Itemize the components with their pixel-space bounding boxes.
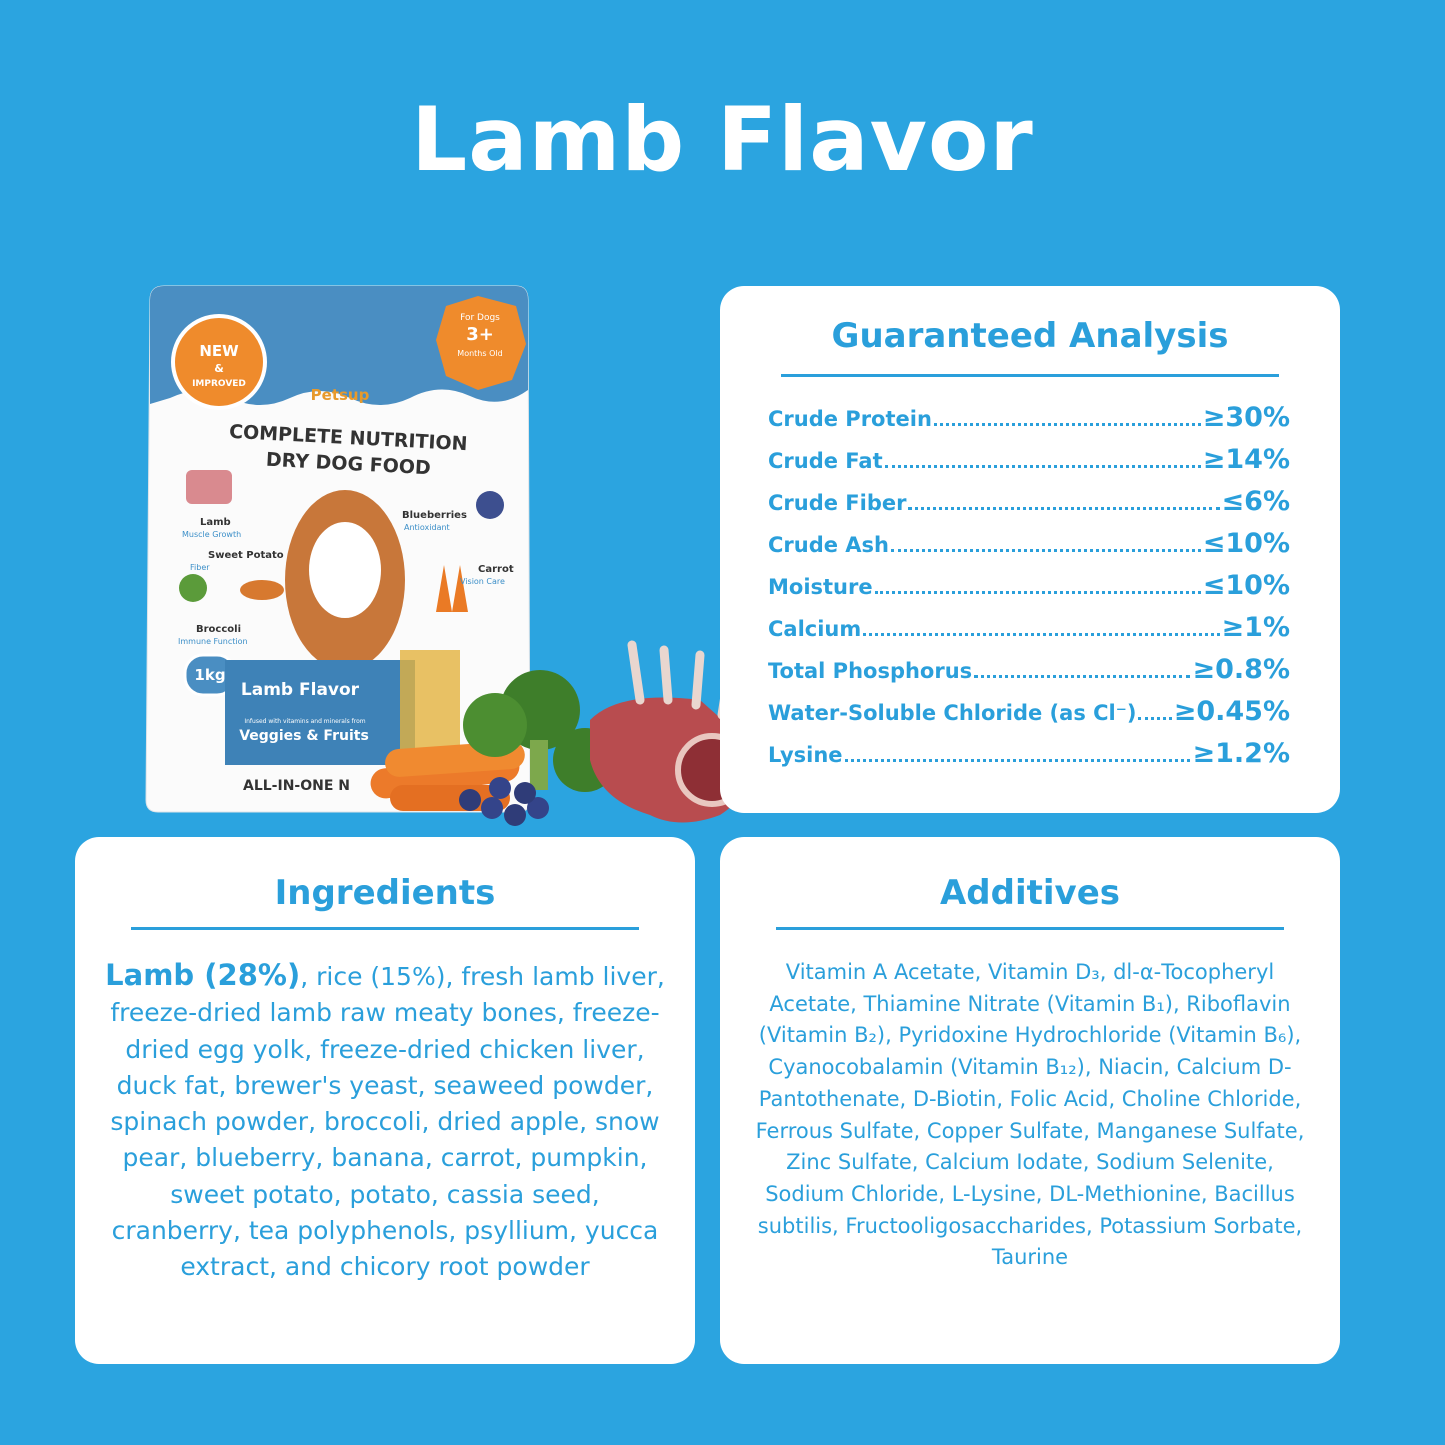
nutrient-value: ≤10% (1202, 528, 1290, 559)
dot-leader (974, 675, 1191, 678)
nutrient-value: ≥30% (1202, 402, 1290, 433)
analysis-row: Crude Fiber ≤6% (768, 486, 1290, 528)
analysis-row: Calcium ≥1% (768, 612, 1290, 654)
carrot-icon (436, 565, 468, 612)
nutrient-name: Lysine (768, 743, 843, 767)
broccoli-icon (179, 574, 207, 602)
dot-leader (891, 549, 1201, 552)
analysis-rows: Crude Protein ≥30% Crude Fat ≥14% Crude Fibe… (768, 402, 1290, 780)
dog-face (309, 522, 381, 618)
dot-leader (863, 633, 1220, 636)
nutrient-name: Water-Soluble Chloride (as Cl⁻) (768, 701, 1137, 725)
ingredient-highlight: Lamb (28%) (105, 958, 301, 992)
card-title: Ingredients (274, 873, 496, 913)
additives-card: Additives Vitamin A Acetate, Vitamin D₃,… (720, 837, 1340, 1364)
page-title: Lamb Flavor (411, 88, 1034, 191)
dot-leader (884, 465, 1201, 468)
badge-text: IMPROVED (192, 379, 246, 389)
dot-leader (874, 591, 1201, 594)
callout-name: Broccoli (196, 624, 241, 635)
infused: Infused with vitamins and minerals from (244, 718, 365, 725)
divider (781, 374, 1279, 377)
analysis-row: Moisture ≤10% (768, 570, 1290, 612)
nutrient-value: ≤10% (1202, 570, 1290, 601)
divider (776, 927, 1284, 930)
brand: Petsup (311, 386, 370, 404)
callout-benefit: Immune Function (178, 637, 248, 646)
divider (131, 927, 639, 930)
callout-benefit: Antioxidant (404, 523, 450, 532)
card-title: Additives (939, 873, 1120, 913)
card-title: Guaranteed Analysis (831, 316, 1229, 356)
badge-text: & (214, 362, 224, 375)
badge-text: NEW (199, 342, 239, 360)
blueberry-icon (476, 491, 504, 519)
analysis-row: Crude Ash ≤10% (768, 528, 1290, 570)
nutrient-name: Crude Ash (768, 533, 890, 557)
bag-bottom: ALL-IN-ONE N (243, 778, 350, 794)
dot-leader (1138, 717, 1172, 720)
callout-name: Carrot (478, 564, 514, 575)
analysis-card: Guaranteed Analysis Crude Protein ≥30% Cru… (720, 286, 1340, 813)
analysis-row: Crude Fat ≥14% (768, 444, 1290, 486)
dot-leader (933, 423, 1201, 426)
weight: 1kg (194, 666, 225, 684)
age-text: For Dogs (460, 313, 500, 323)
badge (171, 314, 267, 410)
analysis-row: Total Phosphorus ≥0.8% (768, 654, 1290, 696)
lamb-icon (186, 470, 232, 504)
nutrient-value: ≥1% (1221, 612, 1290, 643)
analysis-row: Crude Protein ≥30% (768, 402, 1290, 444)
nutrient-name: Crude Fat (768, 449, 883, 473)
veggies: Veggies & Fruits (239, 728, 369, 744)
additives-text: Vitamin A Acetate, Vitamin D₃, dl-α-Toco… (755, 960, 1305, 1270)
nutrient-value: ≥0.8% (1192, 654, 1290, 685)
callout-benefit: Fiber (190, 563, 210, 572)
nutrient-name: Crude Protein (768, 407, 932, 431)
ingredients-text: Lamb (28%), rice (15%), fresh lamb liver… (105, 957, 665, 1286)
age-text: 3+ (466, 324, 494, 345)
product-image: NEW & IMPROVED For Dogs 3+ Months Old Pe… (145, 285, 765, 826)
nutrient-name: Calcium (768, 617, 862, 641)
ingredients-card: Ingredients Lamb (28%), rice (15%), fres… (75, 837, 695, 1364)
kibble (400, 650, 460, 760)
nutrient-name: Moisture (768, 575, 873, 599)
dot-leader (844, 759, 1191, 762)
dot-leader (908, 507, 1220, 510)
potato-icon (240, 580, 284, 600)
nutrient-name: Total Phosphorus (768, 659, 973, 683)
nutrient-value: ≥1.2% (1192, 738, 1290, 769)
flavor-panel (225, 660, 415, 765)
callout-benefit: Muscle Growth (182, 530, 241, 539)
ingredient-list: , rice (15%), fresh lamb liver, freeze-d… (110, 962, 665, 1282)
nutrient-value: ≥0.45% (1173, 696, 1290, 727)
analysis-row: Lysine ≥1.2% (768, 738, 1290, 780)
callout-name: Blueberries (402, 510, 467, 521)
nutrient-value: ≥14% (1202, 444, 1290, 475)
callout-name: Lamb (200, 517, 231, 528)
age-badge (436, 296, 526, 390)
nutrient-value: ≤6% (1221, 486, 1290, 517)
age-text: Months Old (457, 349, 502, 358)
flavor: Lamb Flavor (241, 680, 360, 700)
fresh-food (370, 640, 765, 826)
callout-benefit: Vision Care (460, 577, 505, 586)
callout-name: Sweet Potato (208, 550, 284, 561)
analysis-row: Water-Soluble Chloride (as Cl⁻) ≥0.45% (768, 696, 1290, 738)
nutrient-name: Crude Fiber (768, 491, 907, 515)
